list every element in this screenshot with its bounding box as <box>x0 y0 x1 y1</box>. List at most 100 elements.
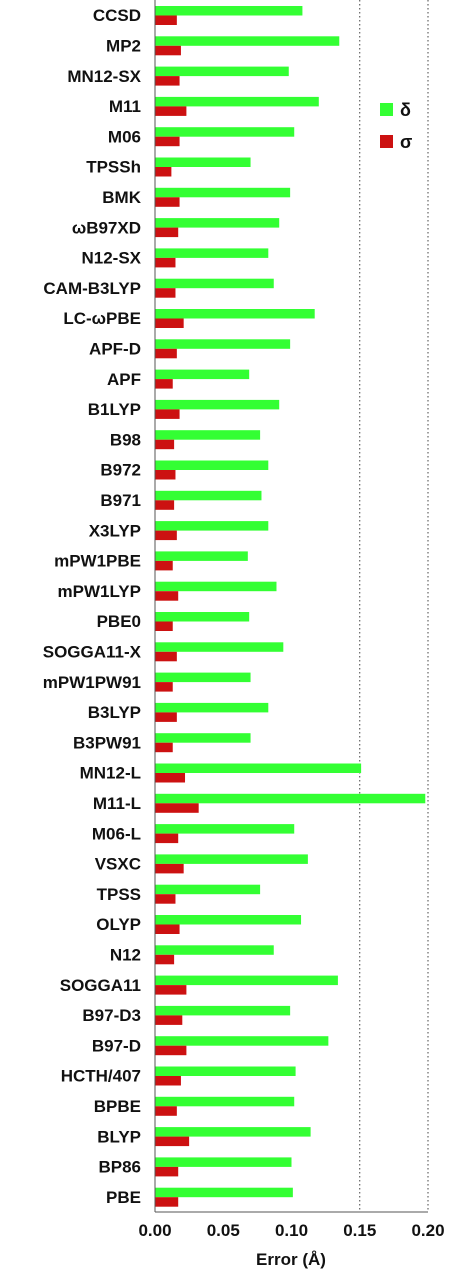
bar-sigma <box>155 1166 179 1177</box>
bar-sigma <box>155 318 184 328</box>
category-label: SOGGA11-X <box>43 642 142 661</box>
bar-delta <box>155 1187 293 1198</box>
category-label: B971 <box>100 491 141 510</box>
bar-delta <box>155 824 295 834</box>
bar-delta <box>155 187 291 198</box>
category-label: LC-ωPBE <box>63 309 141 328</box>
bar-delta <box>155 339 291 349</box>
x-tick-label: 0.20 <box>411 1221 444 1240</box>
category-label: PBE0 <box>97 612 141 631</box>
bar-delta <box>155 793 426 804</box>
bar-delta <box>155 884 261 895</box>
category-label: MN12-SX <box>67 67 141 86</box>
bar-delta <box>155 1005 291 1016</box>
bar-delta <box>155 490 262 501</box>
bar-sigma <box>155 1045 187 1056</box>
category-label: B98 <box>110 430 141 449</box>
bar-delta <box>155 369 250 380</box>
bar-sigma <box>155 15 177 25</box>
axes <box>154 0 428 1213</box>
category-label: M11 <box>109 97 141 116</box>
bar-delta <box>155 581 277 592</box>
category-label: N12-SX <box>81 249 141 268</box>
category-label: CAM-B3LYP <box>43 279 141 298</box>
bar-delta <box>155 218 280 228</box>
grid-lines <box>359 0 429 1212</box>
bar-sigma <box>155 470 176 480</box>
category-label: BMK <box>102 188 141 207</box>
bar-delta <box>155 612 250 622</box>
bar-sigma <box>155 682 173 692</box>
bar-sigma <box>155 1197 179 1207</box>
category-label: APF <box>107 370 141 389</box>
bar-sigma <box>155 257 176 268</box>
bar-delta <box>155 945 274 955</box>
bar-sigma <box>155 712 177 722</box>
bar-delta <box>155 36 340 46</box>
bar-sigma <box>155 1015 183 1025</box>
bar-delta <box>155 763 362 773</box>
bar-sigma <box>155 379 173 389</box>
bar-sigma <box>155 106 187 116</box>
bar-sigma <box>155 591 179 601</box>
bar-delta <box>155 672 251 683</box>
bar-sigma <box>155 76 180 86</box>
category-label: N12 <box>110 945 141 964</box>
bar-delta <box>155 399 280 410</box>
bar-delta <box>155 915 302 925</box>
category-label: M11-L <box>93 794 141 813</box>
legend-label: σ <box>400 132 412 152</box>
bar-sigma <box>155 500 175 510</box>
bar-delta <box>155 975 338 986</box>
category-label: VSXC <box>95 855 141 874</box>
bar-delta <box>155 1157 292 1167</box>
category-label: B1LYP <box>88 400 141 419</box>
bar-sigma <box>155 1136 190 1147</box>
bar-delta <box>155 127 295 137</box>
bar-delta <box>155 854 308 864</box>
bar-delta <box>155 1096 295 1107</box>
category-label: MN12-L <box>80 764 141 783</box>
bar-delta <box>155 460 269 470</box>
legend-swatch <box>380 103 393 116</box>
category-label: APF-D <box>89 339 141 358</box>
x-tick-labels: 0.00 0.05 0.10 0.15 0.20 <box>138 1221 444 1240</box>
bar-sigma <box>155 1076 181 1086</box>
bar-delta <box>155 1066 296 1076</box>
bar-sigma <box>155 45 181 56</box>
bar-sigma <box>155 439 175 450</box>
x-tick-label: 0.10 <box>275 1221 308 1240</box>
bar-sigma <box>155 348 177 359</box>
x-tick-label: 0.05 <box>207 1221 240 1240</box>
bar-delta <box>155 6 303 16</box>
bar-delta <box>155 157 251 167</box>
category-label: OLYP <box>96 915 141 934</box>
category-label: TPSS <box>97 885 141 904</box>
bar-sigma <box>155 288 176 298</box>
category-label: X3LYP <box>89 521 141 540</box>
bar-sigma <box>155 197 180 207</box>
bar-delta <box>155 733 251 743</box>
category-label: CCSD <box>93 6 141 25</box>
bar-delta <box>155 551 248 561</box>
bar-sigma <box>155 1106 177 1116</box>
bar-delta <box>155 309 315 319</box>
bar-delta <box>155 1036 329 1046</box>
legend: δσ <box>380 100 412 152</box>
bar-sigma <box>155 409 180 419</box>
bar-sigma <box>155 651 177 662</box>
x-axis-title: Error (Å) <box>256 1250 326 1269</box>
bar-sigma <box>155 136 180 147</box>
category-label: TPSSh <box>86 158 141 177</box>
bar-delta <box>155 248 269 258</box>
bar-sigma <box>155 954 175 965</box>
bars <box>155 6 426 1207</box>
bar-sigma <box>155 924 180 934</box>
category-label: mPW1PW91 <box>43 673 141 692</box>
bar-delta <box>155 96 319 107</box>
legend-swatch <box>380 135 393 148</box>
category-label: M06-L <box>92 824 141 843</box>
bar-sigma <box>155 773 186 783</box>
